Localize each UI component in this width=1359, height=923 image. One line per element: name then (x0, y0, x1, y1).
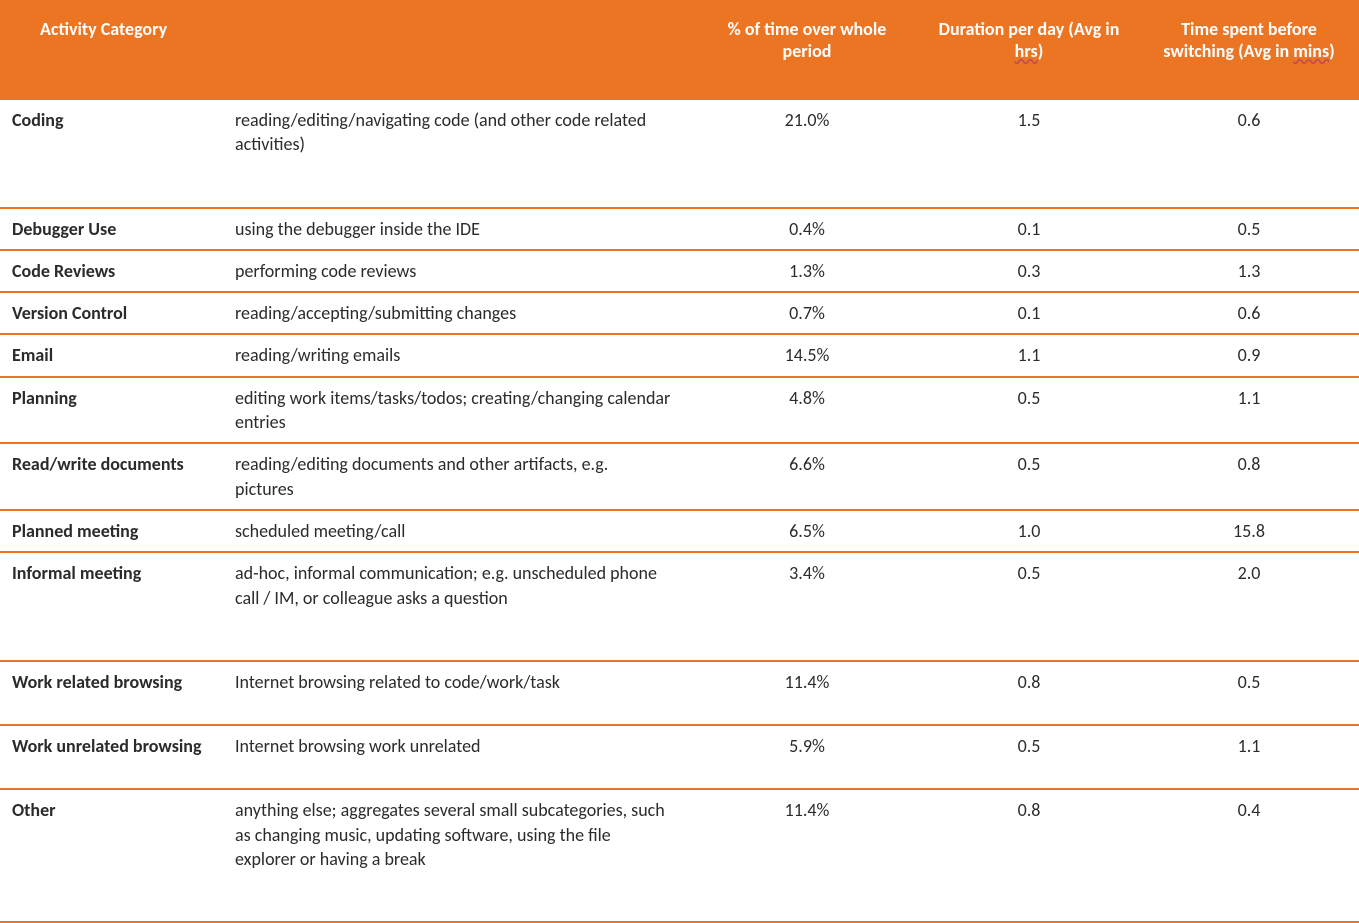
cell-switch: 1.1 (1139, 725, 1359, 789)
cell-duration: 0.5 (919, 552, 1139, 661)
table-row: Informal meetingad-hoc, informal communi… (0, 552, 1359, 661)
cell-pct: 6.6% (695, 443, 919, 510)
table-row: Version Controlreading/accepting/submitt… (0, 292, 1359, 334)
cell-duration: 1.5 (919, 99, 1139, 208)
cell-category: Work unrelated browsing (0, 725, 225, 789)
cell-switch: 0.6 (1139, 292, 1359, 334)
table-row: Debugger Useusing the debugger inside th… (0, 208, 1359, 250)
table-row: Work related browsingInternet browsing r… (0, 661, 1359, 725)
cell-category: Other (0, 789, 225, 922)
cell-pct: 11.4% (695, 661, 919, 725)
table-row: Code Reviewsperforming code reviews1.3%0… (0, 250, 1359, 292)
cell-pct: 14.5% (695, 334, 919, 376)
cell-pct: 21.0% (695, 99, 919, 208)
cell-switch: 0.9 (1139, 334, 1359, 376)
cell-duration: 0.5 (919, 725, 1139, 789)
cell-switch: 1.3 (1139, 250, 1359, 292)
cell-category: Read/write documents (0, 443, 225, 510)
cell-pct: 3.4% (695, 552, 919, 661)
table-row: Emailreading/writing emails14.5%1.10.9 (0, 334, 1359, 376)
cell-description: performing code reviews (225, 250, 695, 292)
cell-description: reading/writing emails (225, 334, 695, 376)
cell-duration: 0.8 (919, 789, 1139, 922)
col-header-duration: Duration per day (Avg in hrs) (919, 0, 1139, 99)
table-row: Codingreading/editing/navigating code (a… (0, 99, 1359, 208)
cell-description: editing work items/tasks/todos; creating… (225, 377, 695, 444)
cell-category: Email (0, 334, 225, 376)
table-header: Activity Category % of time over whole p… (0, 0, 1359, 99)
cell-duration: 1.1 (919, 334, 1139, 376)
cell-duration: 0.5 (919, 443, 1139, 510)
table-body: Codingreading/editing/navigating code (a… (0, 99, 1359, 922)
cell-description: Internet browsing work unrelated (225, 725, 695, 789)
cell-pct: 0.7% (695, 292, 919, 334)
cell-switch: 2.0 (1139, 552, 1359, 661)
cell-category: Work related browsing (0, 661, 225, 725)
cell-switch: 1.1 (1139, 377, 1359, 444)
cell-switch: 0.5 (1139, 208, 1359, 250)
activity-table-wrap: Activity Category % of time over whole p… (0, 0, 1359, 923)
cell-category: Coding (0, 99, 225, 208)
cell-duration: 0.1 (919, 208, 1139, 250)
table-row: Work unrelated browsingInternet browsing… (0, 725, 1359, 789)
cell-description: using the debugger inside the IDE (225, 208, 695, 250)
cell-pct: 11.4% (695, 789, 919, 922)
cell-duration: 0.5 (919, 377, 1139, 444)
cell-switch: 15.8 (1139, 510, 1359, 552)
col-header-pct: % of time over whole period (695, 0, 919, 99)
cell-switch: 0.4 (1139, 789, 1359, 922)
cell-duration: 0.8 (919, 661, 1139, 725)
cell-description: Internet browsing related to code/work/t… (225, 661, 695, 725)
cell-description: scheduled meeting/call (225, 510, 695, 552)
cell-category: Planning (0, 377, 225, 444)
cell-switch: 0.8 (1139, 443, 1359, 510)
cell-pct: 4.8% (695, 377, 919, 444)
cell-pct: 1.3% (695, 250, 919, 292)
cell-category: Version Control (0, 292, 225, 334)
cell-pct: 5.9% (695, 725, 919, 789)
cell-pct: 0.4% (695, 208, 919, 250)
cell-category: Code Reviews (0, 250, 225, 292)
cell-switch: 0.6 (1139, 99, 1359, 208)
cell-duration: 0.1 (919, 292, 1139, 334)
cell-duration: 1.0 (919, 510, 1139, 552)
cell-duration: 0.3 (919, 250, 1139, 292)
col-header-switch: Time spent before switching (Avg in mins… (1139, 0, 1359, 99)
cell-description: reading/editing documents and other arti… (225, 443, 695, 510)
table-row: Planned meetingscheduled meeting/call6.5… (0, 510, 1359, 552)
col-header-activity: Activity Category (0, 0, 695, 99)
cell-description: reading/editing/navigating code (and oth… (225, 99, 695, 208)
table-row: Otheranything else; aggregates several s… (0, 789, 1359, 922)
table-row: Planningediting work items/tasks/todos; … (0, 377, 1359, 444)
cell-category: Informal meeting (0, 552, 225, 661)
cell-switch: 0.5 (1139, 661, 1359, 725)
cell-description: reading/accepting/submitting changes (225, 292, 695, 334)
cell-category: Planned meeting (0, 510, 225, 552)
cell-description: anything else; aggregates several small … (225, 789, 695, 922)
cell-category: Debugger Use (0, 208, 225, 250)
cell-description: ad-hoc, informal communication; e.g. uns… (225, 552, 695, 661)
table-row: Read/write documentsreading/editing docu… (0, 443, 1359, 510)
cell-pct: 6.5% (695, 510, 919, 552)
activity-table: Activity Category % of time over whole p… (0, 0, 1359, 923)
